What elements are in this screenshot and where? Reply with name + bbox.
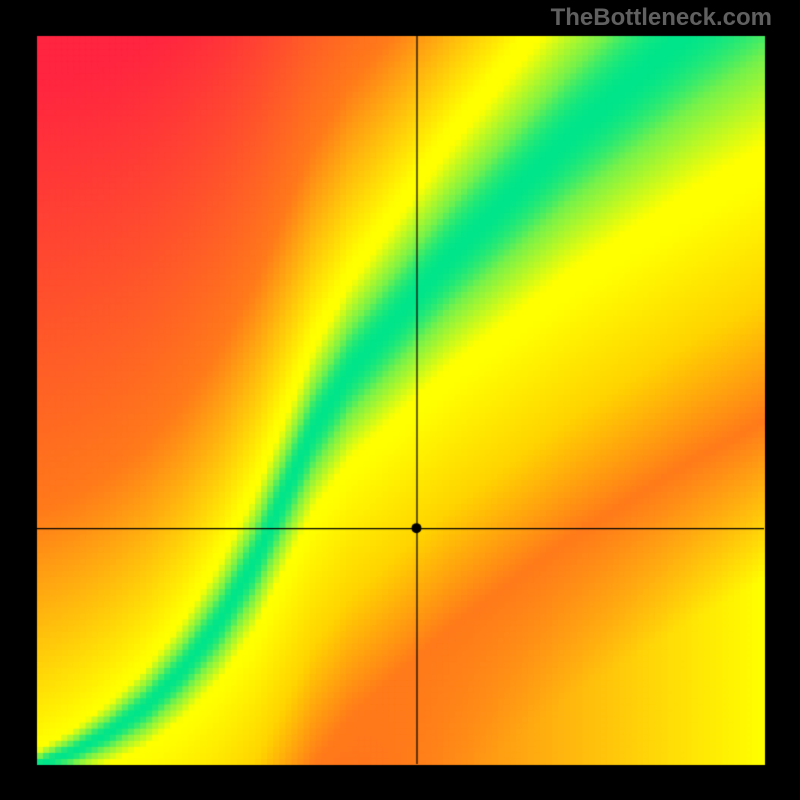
watermark-text: TheBottleneck.com [551, 4, 772, 32]
bottleneck-heatmap [0, 0, 800, 800]
